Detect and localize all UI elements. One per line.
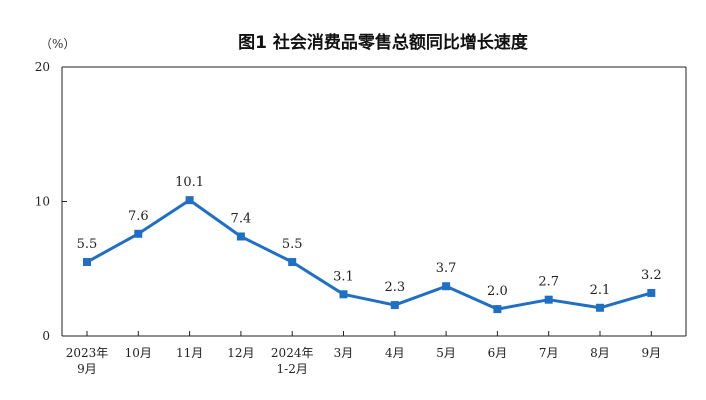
x-tick-label-2: 11月 [176,346,203,360]
data-label-5: 3.1 [333,269,354,284]
x-tick-label-1: 10月 [125,346,152,360]
data-point-5 [339,290,348,299]
x-tick-label-6: 4月 [385,346,405,360]
y-tick-label-0: 0 [42,329,50,343]
data-point-3 [236,232,245,241]
x-tick-label-4-1: 1-2月 [277,362,308,376]
data-point-4 [288,258,297,267]
data-point-2 [185,196,194,205]
data-point-8 [493,305,502,314]
x-tick-label-8: 6月 [488,346,508,360]
data-point-1 [134,229,143,238]
x-tick-label-7: 5月 [436,346,456,360]
x-tick-label-10: 8月 [590,346,610,360]
data-point-0 [83,258,91,267]
data-label-6: 2.3 [384,280,405,295]
data-label-4: 5.5 [282,237,303,252]
data-label-8: 2.0 [487,284,508,299]
x-tick-label-0-1: 9月 [77,362,97,376]
chart-title: 图1 社会消费品零售总额同比增长速度 [238,33,528,53]
data-point-9 [544,295,553,304]
data-label-7: 3.7 [436,261,457,276]
x-tick-label-11: 9月 [641,346,661,360]
x-tick-label-5: 3月 [334,346,354,360]
data-label-0: 5.5 [77,237,98,252]
data-label-10: 2.1 [590,283,611,298]
data-label-2: 10.1 [175,175,204,190]
data-point-7 [442,282,451,291]
data-point-6 [390,301,399,310]
x-tick-label-0-0: 2023年 [66,346,109,360]
series-line-0 [86,198,652,311]
y-tick-label-20: 20 [35,60,50,74]
data-label-1: 7.6 [128,209,149,224]
x-tick-label-9: 7月 [539,346,559,360]
data-label-9: 2.7 [538,275,559,290]
x-tick-label-4-0: 2024年 [271,346,314,360]
data-point-10 [596,303,604,312]
data-label-3: 7.4 [231,211,252,226]
y-axis-unit: （%） [40,37,76,51]
data-label-11: 3.2 [641,268,662,283]
x-tick-label-3: 12月 [227,346,254,360]
data-point-11 [647,288,656,297]
y-tick-label-10: 10 [35,195,50,209]
